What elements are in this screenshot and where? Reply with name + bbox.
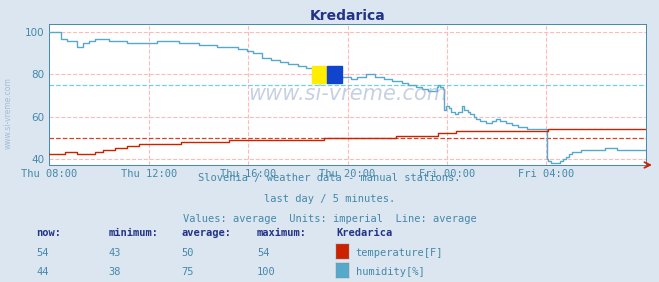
Text: 43: 43	[109, 248, 121, 258]
Title: Kredarica: Kredarica	[310, 9, 386, 23]
Text: 38: 38	[109, 267, 121, 277]
Text: maximum:: maximum:	[257, 228, 307, 238]
Text: now:: now:	[36, 228, 61, 238]
Text: 54: 54	[257, 248, 270, 258]
Text: average:: average:	[181, 228, 231, 238]
Text: 100: 100	[257, 267, 275, 277]
Text: 44: 44	[36, 267, 49, 277]
Bar	[312, 66, 327, 83]
Text: 75: 75	[181, 267, 194, 277]
Text: www.si-vreme.com: www.si-vreme.com	[248, 85, 447, 104]
Text: temperature[F]: temperature[F]	[356, 248, 444, 258]
Text: Slovenia / weather data - manual stations.: Slovenia / weather data - manual station…	[198, 173, 461, 183]
Text: www.si-vreme.com: www.si-vreme.com	[3, 77, 13, 149]
Text: 54: 54	[36, 248, 49, 258]
Text: last day / 5 minutes.: last day / 5 minutes.	[264, 194, 395, 204]
Bar	[327, 66, 341, 83]
Text: Kredarica: Kredarica	[336, 228, 392, 238]
Text: minimum:: minimum:	[109, 228, 159, 238]
Text: Values: average  Units: imperial  Line: average: Values: average Units: imperial Line: av…	[183, 214, 476, 224]
Text: 50: 50	[181, 248, 194, 258]
Text: humidity[%]: humidity[%]	[356, 267, 424, 277]
